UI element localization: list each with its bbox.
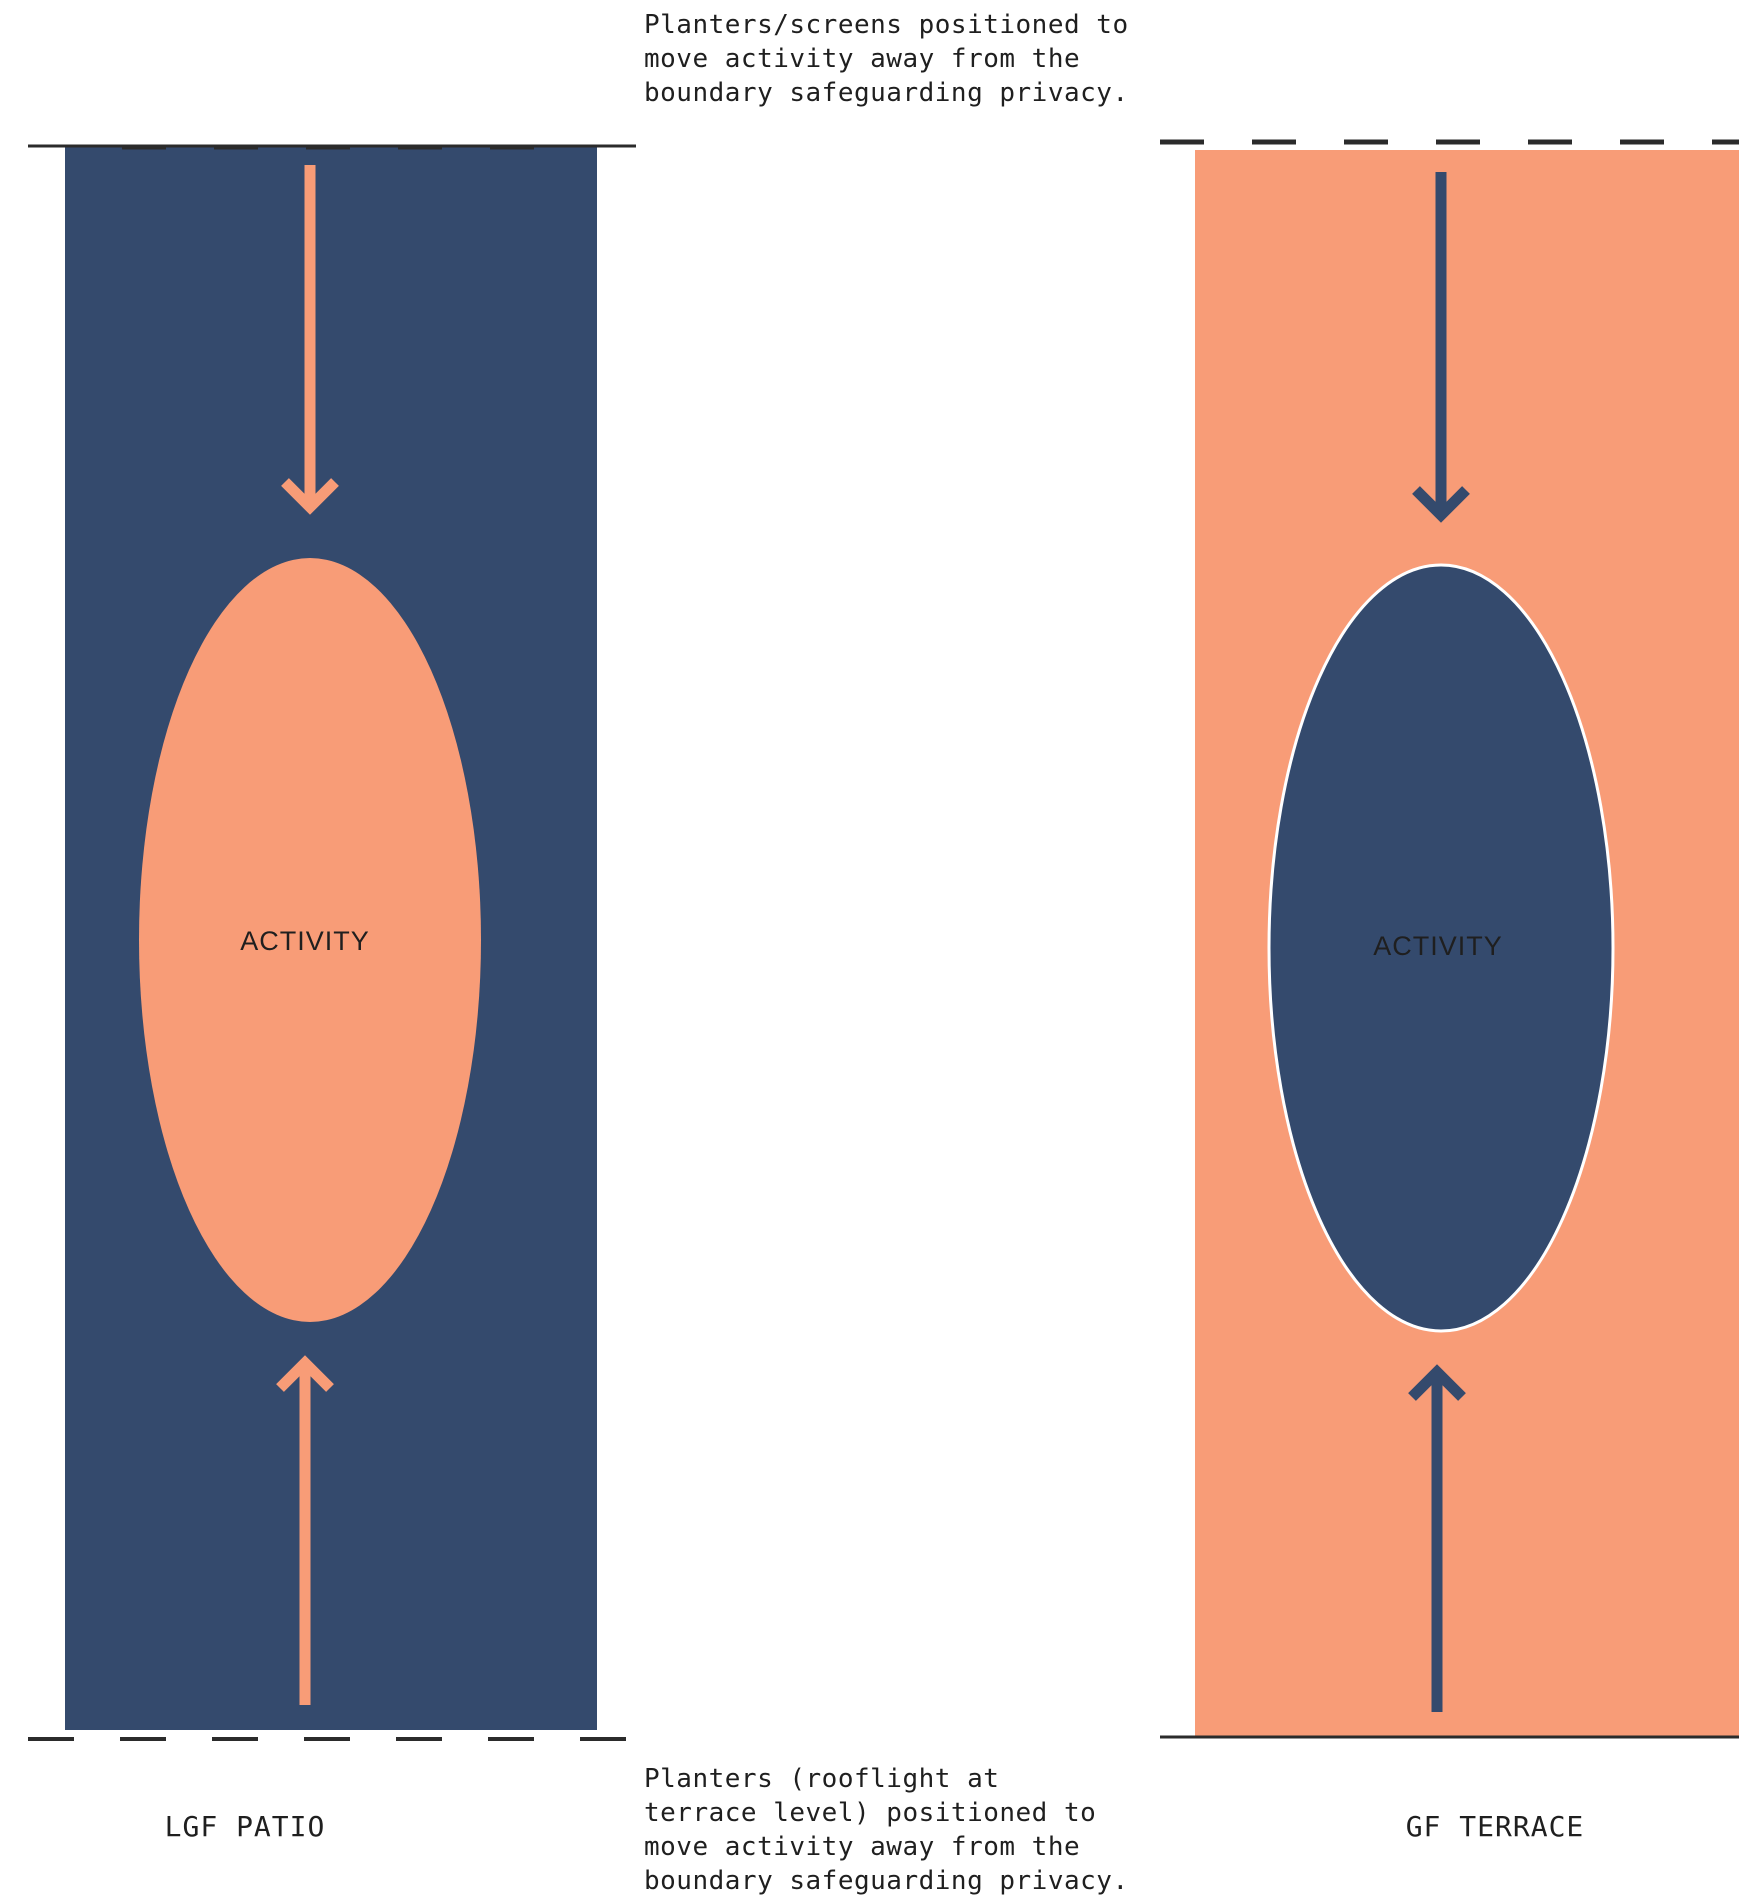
patio-top-boundary-line [28, 144, 636, 150]
patio-activity-label: ACTIVITY [240, 926, 370, 956]
terrace-arrow-up-icon [1408, 1364, 1466, 1712]
patio-activity-ellipse [139, 558, 481, 1322]
bottom-annotation-note: Planters (rooflight at terrace level) po… [644, 1764, 1129, 1896]
top-annotation-note: Planters/screens positioned to move acti… [644, 10, 1129, 108]
terrace-activity-ellipse [1267, 563, 1615, 1333]
terrace-activity-label: ACTIVITY [1373, 931, 1503, 961]
patio-arrow-up-icon [276, 1355, 334, 1705]
zone-label-gf-terrace: GF TERRACE [1405, 1810, 1585, 1843]
terrace-arrow-down-icon [1412, 172, 1470, 523]
zone-gf-terrace: ACTIVITY [1160, 139, 1739, 1739]
patio-arrow-down-icon [281, 165, 339, 515]
zone-lgf-patio: ACTIVITY [28, 144, 636, 1741]
zone-label-lgf-patio: LGF PATIO [164, 1810, 326, 1843]
